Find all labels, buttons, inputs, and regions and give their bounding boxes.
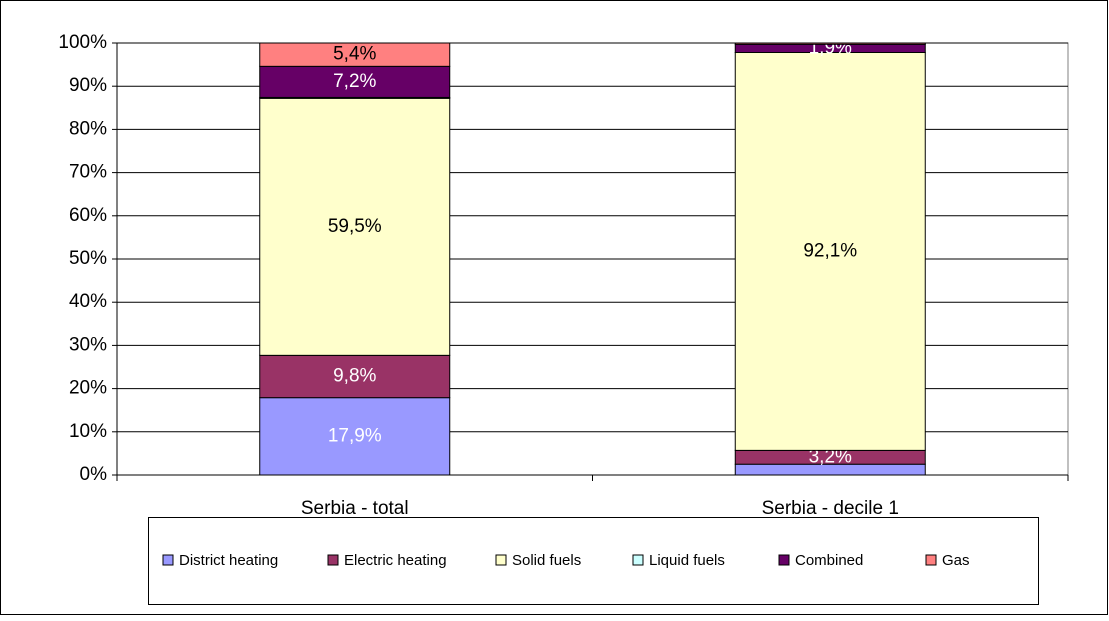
y-tick-label: 0%: [80, 464, 108, 485]
y-tick-label: 90%: [69, 75, 107, 96]
x-tick-label: Serbia - total: [301, 498, 409, 519]
bar-segment: [259, 97, 451, 356]
data-label: 92,1%: [803, 240, 857, 261]
legend-swatch: [925, 554, 937, 566]
y-tick-label: 50%: [69, 248, 107, 269]
legend-swatch: [327, 554, 339, 566]
legend-label: Liquid fuels: [649, 552, 725, 569]
legend-swatch: [632, 554, 644, 566]
legend: [148, 517, 1039, 605]
y-tick-label: 30%: [69, 334, 107, 355]
y-tick-label: 20%: [69, 378, 107, 399]
y-tick-label: 60%: [69, 205, 107, 226]
data-label: 1,9%: [809, 37, 852, 58]
data-label: 7,2%: [333, 71, 376, 92]
bar-segment: [259, 65, 451, 98]
x-tick-label: Serbia - decile 1: [762, 498, 899, 519]
bar-segment: [734, 42, 926, 45]
legend-swatch: [778, 554, 790, 566]
y-tick-label: 40%: [69, 291, 107, 312]
legend-label: District heating: [179, 552, 278, 569]
legend-label: Solid fuels: [512, 552, 581, 569]
y-tick-label: 70%: [69, 162, 107, 183]
y-tick-label: 80%: [69, 118, 107, 139]
legend-swatch: [162, 554, 174, 566]
data-label: 59,5%: [328, 216, 382, 237]
y-tick-label: 10%: [69, 421, 107, 442]
legend-swatch: [495, 554, 507, 566]
bar-segment: [734, 52, 926, 451]
legend-label: Combined: [795, 552, 863, 569]
legend-label: Electric heating: [344, 552, 447, 569]
legend-label: Gas: [942, 552, 970, 569]
y-tick-label: 100%: [58, 32, 107, 53]
data-label: 3,2%: [809, 446, 852, 467]
data-label: 9,8%: [333, 366, 376, 387]
data-label: 5,4%: [333, 44, 376, 65]
bar-segment: [259, 42, 451, 67]
data-label: 17,9%: [328, 425, 382, 446]
